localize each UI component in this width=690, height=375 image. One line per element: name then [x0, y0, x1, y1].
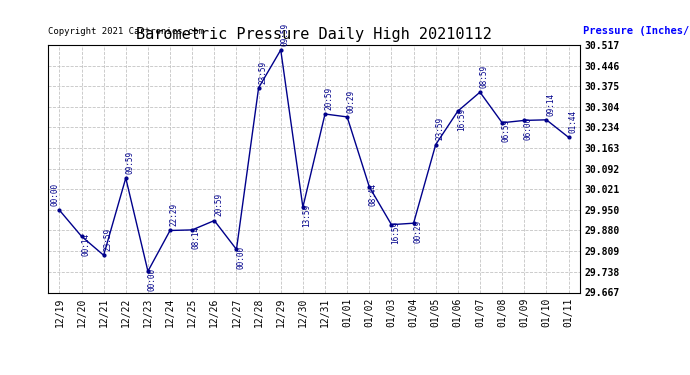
Text: 00:14: 00:14: [81, 232, 90, 256]
Text: 08:59: 08:59: [480, 65, 489, 88]
Text: Pressure (Inches/Hg): Pressure (Inches/Hg): [583, 26, 690, 36]
Text: 23:59: 23:59: [435, 117, 444, 140]
Text: 23:59: 23:59: [104, 228, 112, 251]
Text: 23:59: 23:59: [258, 60, 267, 84]
Title: Barometric Pressure Daily High 20210112: Barometric Pressure Daily High 20210112: [136, 27, 492, 42]
Text: 08:14: 08:14: [192, 226, 201, 249]
Text: 00:00: 00:00: [50, 183, 60, 206]
Text: 00:00: 00:00: [148, 268, 157, 291]
Text: 20:59: 20:59: [214, 193, 223, 216]
Text: 16:59: 16:59: [391, 221, 400, 244]
Text: Copyright 2021 Cartronics.com: Copyright 2021 Cartronics.com: [48, 27, 204, 36]
Text: 20:59: 20:59: [325, 87, 334, 110]
Text: 09:59: 09:59: [280, 22, 289, 46]
Text: 08:44: 08:44: [369, 183, 378, 206]
Text: 01:44: 01:44: [568, 110, 578, 133]
Text: 00:29: 00:29: [413, 219, 422, 243]
Text: 00:00: 00:00: [236, 246, 245, 269]
Text: 09:14: 09:14: [546, 93, 555, 116]
Text: 13:59: 13:59: [302, 204, 312, 226]
Text: 22:29: 22:29: [170, 203, 179, 226]
Text: 00:29: 00:29: [347, 90, 356, 113]
Text: 09:59: 09:59: [126, 151, 135, 174]
Text: 06:00: 06:00: [524, 117, 533, 140]
Text: 06:59: 06:59: [502, 119, 511, 142]
Text: 16:59: 16:59: [457, 107, 466, 130]
